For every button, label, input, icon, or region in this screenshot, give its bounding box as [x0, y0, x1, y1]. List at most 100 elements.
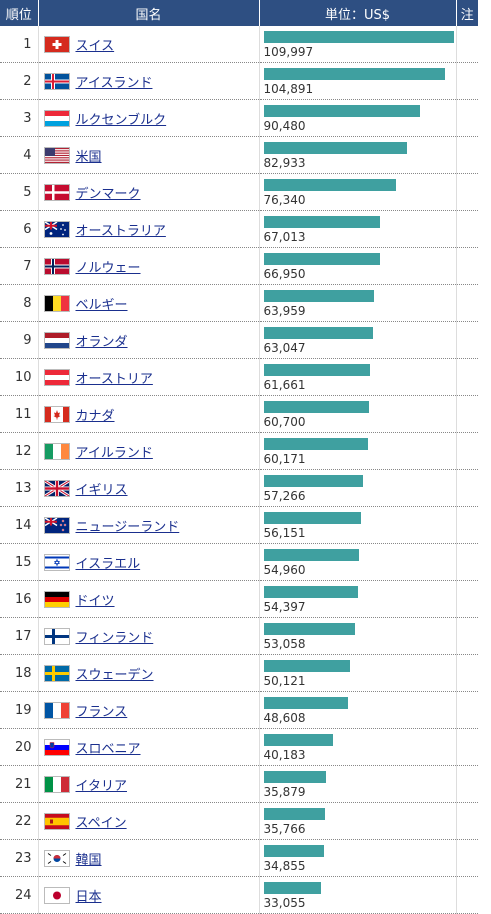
rank-cell: 23 [0, 839, 39, 877]
value-cell: 60,171 [259, 432, 457, 470]
value-bar [263, 475, 363, 487]
country-link[interactable]: ベルギー [75, 297, 128, 313]
country-link[interactable]: アイルランド [75, 445, 153, 461]
country-link[interactable]: オーストリア [75, 371, 153, 387]
country-link[interactable]: スロベニア [75, 741, 141, 757]
rank-cell: 21 [0, 765, 39, 803]
country-link[interactable]: フランス [75, 704, 128, 720]
country-cell: デンマーク [38, 173, 260, 211]
note-cell [456, 654, 478, 692]
table-row: 4 米国 82,933 [0, 136, 478, 174]
rank-cell: 20 [0, 728, 39, 766]
value-label: 54,960 [263, 563, 306, 577]
table-row: 16 ドイツ 54,397 [0, 580, 478, 618]
value-bar [263, 290, 375, 302]
value-cell: 35,766 [259, 802, 457, 840]
value-cell: 67,013 [259, 210, 457, 248]
country-cell: フィンランド [38, 617, 260, 655]
value-cell: 57,266 [259, 469, 457, 507]
value-label: 53,058 [263, 637, 306, 651]
table-row: 3 ルクセンブルク 90,480 [0, 99, 478, 137]
note-cell [456, 728, 478, 766]
table-row: 6 オーストラリア 67,013 [0, 210, 478, 248]
rank-cell: 1 [0, 26, 39, 63]
belgium-flag-icon [43, 294, 70, 312]
country-link[interactable]: イギリス [75, 482, 128, 498]
value-label: 63,959 [263, 304, 306, 318]
value-label: 40,183 [263, 748, 306, 762]
country-link[interactable]: ノルウェー [75, 260, 141, 276]
value-label: 50,121 [263, 674, 306, 688]
note-cell [456, 395, 478, 433]
value-bar [263, 438, 368, 450]
country-link[interactable]: ドイツ [75, 593, 115, 609]
value-bar [263, 660, 351, 672]
country-link[interactable]: イタリア [75, 778, 127, 794]
country-link[interactable]: 韓国 [75, 852, 102, 868]
table-row: 21 イタリア 35,879 [0, 765, 478, 803]
country-cell: イタリア [38, 765, 260, 803]
country-link[interactable]: スイス [75, 38, 115, 54]
country-link[interactable]: オーストラリア [75, 223, 166, 239]
finland-flag-icon [43, 627, 70, 645]
value-bar [263, 253, 380, 265]
value-cell: 60,700 [259, 395, 457, 433]
country-cell: オーストラリア [38, 210, 260, 248]
country-cell: ベルギー [38, 284, 260, 322]
country-link[interactable]: スペイン [75, 815, 127, 831]
rank-cell: 6 [0, 210, 39, 248]
note-cell [456, 839, 478, 877]
table-row: 20 スロベニア 40,183 [0, 728, 478, 766]
country-link[interactable]: 米国 [75, 149, 102, 165]
note-cell [456, 802, 478, 840]
value-bar [263, 105, 421, 117]
note-cell [456, 617, 478, 655]
country-link[interactable]: 日本 [75, 889, 102, 905]
note-cell [456, 580, 478, 618]
usa-flag-icon [43, 146, 70, 164]
value-cell: 63,959 [259, 284, 457, 322]
header-note: 注 [456, 0, 478, 26]
table-row: 13 イギリス 57,266 [0, 469, 478, 507]
country-link[interactable]: イスラエル [75, 556, 141, 572]
italy-flag-icon [43, 775, 70, 793]
country-link[interactable]: ルクセンブルク [75, 112, 167, 128]
country-link[interactable]: オランダ [75, 334, 128, 350]
header-value: 単位：US$ [259, 0, 457, 26]
value-bar [263, 623, 356, 635]
country-link[interactable]: スウェーデン [75, 667, 154, 683]
country-link[interactable]: アイスランド [75, 75, 153, 91]
denmark-flag-icon [43, 183, 70, 201]
country-cell: 米国 [38, 136, 260, 174]
country-cell: ルクセンブルク [38, 99, 260, 137]
note-cell [456, 26, 478, 63]
note-cell [456, 62, 478, 100]
spain-flag-icon [43, 812, 70, 830]
country-link[interactable]: フィンランド [75, 630, 154, 646]
country-link[interactable]: カナダ [75, 408, 115, 424]
value-cell: 40,183 [259, 728, 457, 766]
note-cell [456, 469, 478, 507]
value-cell: 50,121 [259, 654, 457, 692]
value-bar [263, 31, 455, 43]
germany-flag-icon [43, 590, 70, 608]
rank-cell: 19 [0, 691, 39, 729]
value-bar [263, 845, 324, 857]
table-row: 2 アイスランド 104,891 [0, 62, 478, 100]
value-cell: 48,608 [259, 691, 457, 729]
note-cell [456, 876, 478, 914]
value-cell: 104,891 [259, 62, 457, 100]
table-header: 順位 国名 単位：US$ 注 [0, 0, 478, 26]
country-cell: イギリス [38, 469, 260, 507]
value-cell: 61,661 [259, 358, 457, 396]
country-cell: ドイツ [38, 580, 260, 618]
country-link[interactable]: ニュージーランド [75, 519, 180, 535]
rank-cell: 12 [0, 432, 39, 470]
table-row: 11 カナダ 60,700 [0, 395, 478, 433]
country-link[interactable]: デンマーク [75, 186, 141, 202]
canada-flag-icon [43, 405, 70, 423]
rank-cell: 9 [0, 321, 39, 359]
table-row: 12 アイルランド 60,171 [0, 432, 478, 470]
rank-cell: 18 [0, 654, 39, 692]
table-row: 15 イスラエル 54,960 [0, 543, 478, 581]
